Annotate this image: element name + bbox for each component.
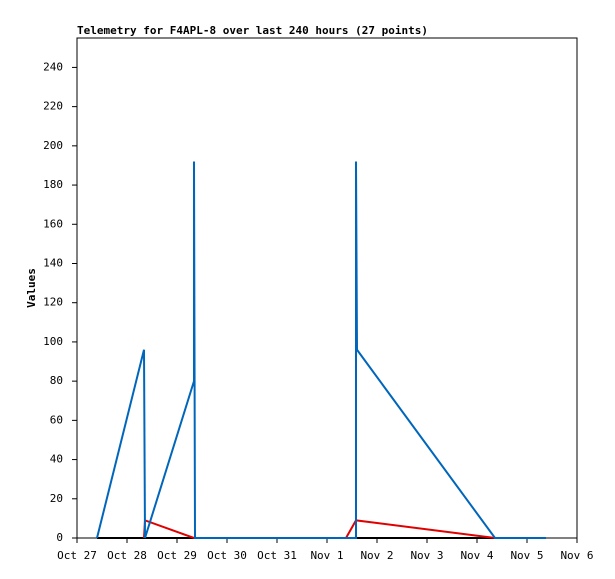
y-tick-label: 200 bbox=[43, 139, 63, 152]
y-tick-label: 40 bbox=[50, 453, 63, 466]
y-tick-label: 160 bbox=[43, 217, 63, 230]
series-line bbox=[96, 161, 546, 539]
x-tick-label: Nov 4 bbox=[460, 549, 493, 562]
x-tick-label: Oct 31 bbox=[257, 549, 297, 562]
x-tick-label: Oct 29 bbox=[157, 549, 197, 562]
x-tick-label: Oct 30 bbox=[207, 549, 247, 562]
x-tick-label: Oct 28 bbox=[107, 549, 147, 562]
y-tick-label: 60 bbox=[50, 413, 63, 426]
series-line bbox=[143, 518, 546, 539]
x-tick-label: Nov 6 bbox=[560, 549, 593, 562]
y-tick-label: 180 bbox=[43, 178, 63, 191]
y-tick-label: 140 bbox=[43, 256, 63, 269]
chart-title: Telemetry for F4APL-8 over last 240 hour… bbox=[77, 24, 428, 37]
y-axis-label: Values bbox=[25, 268, 38, 308]
y-tick-label: 220 bbox=[43, 100, 63, 113]
x-tick-label: Nov 5 bbox=[510, 549, 543, 562]
y-tick-label: 0 bbox=[56, 531, 63, 544]
y-tick-label: 20 bbox=[50, 492, 63, 505]
x-tick-label: Nov 3 bbox=[410, 549, 443, 562]
y-tick-label: 240 bbox=[43, 60, 63, 73]
x-tick-label: Nov 1 bbox=[310, 549, 343, 562]
y-tick-label: 120 bbox=[43, 296, 63, 309]
y-tick-label: 80 bbox=[50, 374, 63, 387]
x-tick-label: Nov 2 bbox=[360, 549, 393, 562]
x-tick-label: Oct 27 bbox=[57, 549, 97, 562]
plot-frame bbox=[76, 37, 578, 539]
y-tick-label: 100 bbox=[43, 335, 63, 348]
